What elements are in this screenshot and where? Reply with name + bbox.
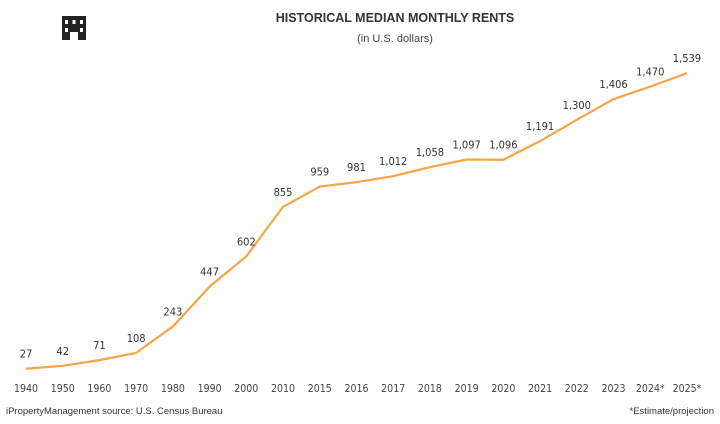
data-label: 71 (93, 339, 106, 352)
building-icon (60, 14, 88, 47)
x-tick-label: 2025* (673, 383, 702, 395)
source-note: iPropertyManagement source: U.S. Census … (6, 406, 223, 417)
data-label: 1,096 (489, 139, 517, 152)
data-label: 1,406 (599, 78, 627, 91)
x-tick-label: 2017 (381, 383, 405, 395)
data-label: 855 (274, 186, 293, 199)
x-tick-label: 2021 (528, 383, 552, 395)
data-label: 27 (20, 348, 33, 361)
x-tick-label: 2022 (565, 383, 589, 395)
data-label: 1,097 (452, 139, 480, 152)
line-chart: 27 1940 42 1950 71 1960 108 1970 243 1980 447 1990 6… (14, 52, 702, 395)
x-tick-label: 1950 (51, 383, 75, 395)
x-tick-label: 1990 (198, 383, 222, 395)
data-label: 959 (310, 166, 329, 179)
x-tick-label: 2010 (271, 383, 295, 395)
data-label: 1,191 (526, 120, 554, 133)
x-tick-label: 2020 (491, 383, 515, 395)
x-tick-label: 2023 (601, 383, 625, 395)
x-tick-label: 2000 (234, 383, 258, 395)
data-label: 1,470 (636, 66, 664, 79)
data-label: 1,012 (379, 155, 407, 168)
data-label: 602 (237, 235, 256, 248)
x-tick-label: 2016 (344, 383, 368, 395)
data-label: 108 (127, 332, 146, 345)
data-label: 1,300 (563, 99, 591, 112)
data-label: 447 (200, 266, 219, 279)
x-tick-label: 2015 (308, 383, 332, 395)
x-tick-label: 1940 (14, 383, 38, 395)
estimate-note: *Estimate/projection (629, 406, 714, 417)
x-tick-label: 2019 (455, 383, 479, 395)
data-label: 1,058 (416, 146, 444, 159)
data-label: 981 (347, 161, 366, 174)
x-tick-label: 1960 (87, 383, 111, 395)
data-label: 42 (56, 345, 69, 358)
x-tick-label: 2018 (418, 383, 442, 395)
chart-subtitle: (in U.S. dollars) (357, 33, 433, 45)
x-tick-label: 2024* (636, 383, 665, 395)
series-line (25, 72, 688, 370)
x-tick-label: 1980 (161, 383, 185, 395)
data-label: 243 (163, 305, 182, 318)
x-tick-label: 1970 (124, 383, 148, 395)
chart-title: HISTORICAL MEDIAN MONTHLY RENTS (275, 11, 515, 25)
data-label: 1,539 (673, 52, 701, 65)
